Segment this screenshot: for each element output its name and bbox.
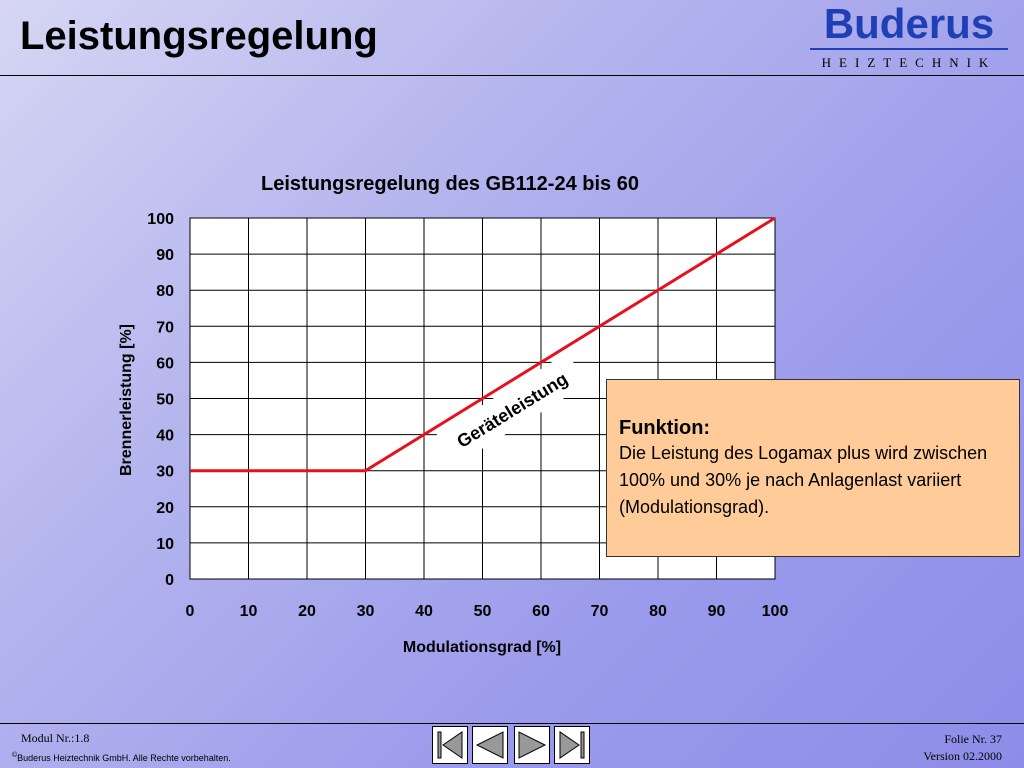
x-tick-label: 90 bbox=[708, 603, 726, 620]
series-layer bbox=[190, 216, 776, 473]
copyright-text: Buderus Heiztechnik GmbH. Alle Rechte vo… bbox=[17, 753, 231, 763]
copyright-symbol: © bbox=[12, 752, 18, 759]
x-tick-label: 70 bbox=[591, 603, 609, 620]
logo-rule bbox=[810, 48, 1008, 50]
last-slide-button[interactable] bbox=[554, 726, 590, 764]
x-axis-label: Modulationsgrad [%] bbox=[403, 639, 561, 656]
y-tick-label: 100 bbox=[147, 211, 174, 228]
chart: Leistungsregelung des GB112-24 bis 60 0 1… bbox=[118, 173, 789, 656]
slide-number: Folie Nr. 37 bbox=[944, 732, 1002, 746]
y-tick-label: 20 bbox=[156, 500, 174, 517]
x-tick-label: 50 bbox=[474, 603, 492, 620]
footer-divider bbox=[0, 723, 1024, 724]
y-tick-label: 30 bbox=[156, 464, 174, 481]
function-callout: Funktion: Die Leistung des Logamax plus … bbox=[606, 379, 1020, 557]
y-tick-label: 80 bbox=[156, 283, 174, 300]
y-tick-label: 50 bbox=[156, 392, 174, 409]
copyright-notice: ©Buderus Heiztechnik GmbH. Alle Rechte v… bbox=[12, 752, 231, 763]
last-icon bbox=[559, 731, 585, 759]
x-tick-label: 0 bbox=[186, 603, 195, 620]
y-tick-label: 70 bbox=[156, 319, 174, 336]
logo-brand: Buderus bbox=[823, 0, 995, 47]
footer-left: Modul Nr.:1.8 ©Buderus Heiztechnik GmbH.… bbox=[12, 731, 231, 763]
y-tick-label: 90 bbox=[156, 247, 174, 264]
x-tick-label: 100 bbox=[762, 603, 789, 620]
next-icon bbox=[518, 731, 547, 759]
buderus-logo: Buderus HEIZTECHNIK bbox=[806, 2, 1012, 72]
y-tick-label: 0 bbox=[165, 572, 174, 589]
first-icon bbox=[437, 731, 463, 759]
series-line bbox=[190, 216, 776, 473]
page-title: Leistungsregelung bbox=[20, 14, 378, 58]
y-tick-label: 10 bbox=[156, 536, 174, 553]
x-tick-labels: 0 10 20 30 40 50 60 70 80 90 100 bbox=[186, 603, 789, 620]
y-tick-label: 40 bbox=[156, 428, 174, 445]
x-tick-label: 80 bbox=[649, 603, 667, 620]
header-divider bbox=[0, 75, 1024, 76]
footer-right: Folie Nr. 37 Version 02.2000 bbox=[923, 731, 1002, 765]
next-slide-button[interactable] bbox=[514, 726, 550, 764]
module-number: Modul Nr.:1.8 bbox=[21, 731, 90, 745]
gridlines bbox=[189, 217, 776, 580]
chart-title: Leistungsregelung des GB112-24 bis 60 bbox=[261, 173, 639, 195]
first-slide-button[interactable] bbox=[432, 726, 468, 764]
y-tick-label: 60 bbox=[156, 355, 174, 372]
x-tick-label: 40 bbox=[415, 603, 433, 620]
y-tick-labels: 0 10 20 30 40 50 60 70 80 90 100 bbox=[147, 211, 174, 589]
logo-subtitle: HEIZTECHNIK bbox=[821, 55, 997, 70]
annotation-box bbox=[436, 352, 587, 466]
x-tick-label: 10 bbox=[240, 603, 258, 620]
version-label: Version 02.2000 bbox=[923, 749, 1002, 763]
callout-heading: Funktion: bbox=[619, 417, 711, 439]
previous-slide-button[interactable] bbox=[472, 726, 508, 764]
x-tick-label: 60 bbox=[532, 603, 550, 620]
x-tick-label: 30 bbox=[357, 603, 375, 620]
x-tick-label: 20 bbox=[298, 603, 316, 620]
y-axis-label: Brennerleistung [%] bbox=[118, 324, 135, 476]
previous-icon bbox=[475, 731, 504, 759]
callout-body: Die Leistung des Logamax plus wird zwisc… bbox=[619, 443, 988, 517]
